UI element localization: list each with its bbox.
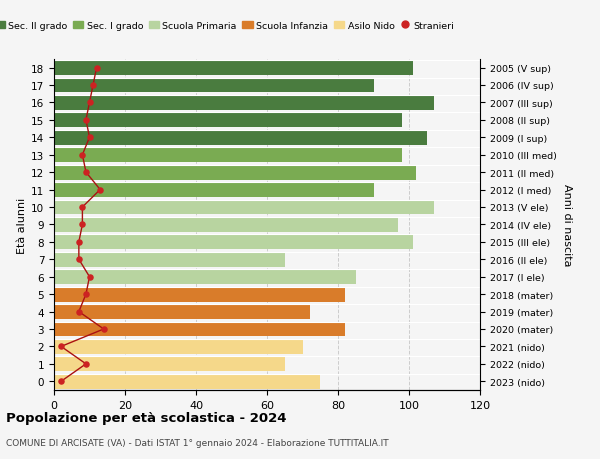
Bar — [54, 130, 427, 146]
Bar — [54, 218, 398, 232]
Point — [56, 343, 66, 350]
Point — [88, 82, 98, 90]
Point — [81, 360, 91, 368]
Point — [77, 151, 87, 159]
Bar — [54, 78, 373, 93]
Point — [81, 169, 91, 176]
Bar — [54, 183, 373, 197]
Bar — [54, 148, 402, 163]
Point — [95, 186, 105, 194]
Bar — [54, 287, 345, 302]
Bar — [54, 252, 285, 267]
Bar — [54, 200, 434, 215]
Point — [74, 239, 83, 246]
Bar — [54, 339, 302, 354]
Point — [99, 325, 109, 333]
Bar — [54, 374, 320, 389]
Bar — [54, 322, 345, 336]
Point — [56, 378, 66, 385]
Text: COMUNE DI ARCISATE (VA) - Dati ISTAT 1° gennaio 2024 - Elaborazione TUTTITALIA.I: COMUNE DI ARCISATE (VA) - Dati ISTAT 1° … — [6, 438, 389, 448]
Point — [77, 204, 87, 211]
Bar — [54, 61, 413, 76]
Point — [77, 221, 87, 229]
Point — [92, 65, 101, 72]
Bar — [54, 235, 413, 250]
Bar — [54, 270, 356, 285]
Bar — [54, 113, 402, 128]
Bar — [54, 357, 285, 371]
Legend: Sec. II grado, Sec. I grado, Scuola Primaria, Scuola Infanzia, Asilo Nido, Stran: Sec. II grado, Sec. I grado, Scuola Prim… — [0, 18, 458, 34]
Bar — [54, 304, 310, 319]
Point — [74, 308, 83, 315]
Y-axis label: Età alunni: Età alunni — [17, 197, 27, 253]
Point — [85, 274, 94, 281]
Bar — [54, 96, 434, 111]
Point — [74, 256, 83, 263]
Bar — [54, 165, 416, 180]
Text: Popolazione per età scolastica - 2024: Popolazione per età scolastica - 2024 — [6, 411, 287, 424]
Point — [81, 291, 91, 298]
Y-axis label: Anni di nascita: Anni di nascita — [562, 184, 572, 266]
Point — [85, 134, 94, 142]
Point — [85, 100, 94, 107]
Point — [81, 117, 91, 124]
